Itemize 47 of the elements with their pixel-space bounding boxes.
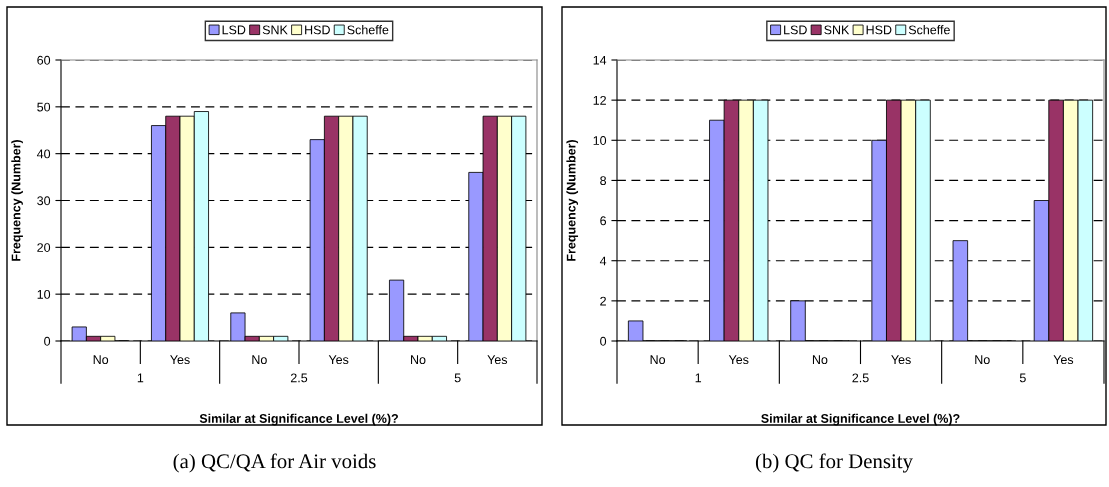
y-tick-label: 50 xyxy=(37,102,51,112)
legend-label: LSD xyxy=(784,25,807,35)
y-tick-label: 12 xyxy=(593,95,606,105)
x-tick-label: No xyxy=(975,355,990,365)
x-tick-label: No xyxy=(252,355,267,365)
y-tick-label: 10 xyxy=(593,136,607,145)
y-tick-label: 40 xyxy=(36,149,51,159)
x-tick-label: Yes xyxy=(728,355,749,365)
text: (a) QC/QA for Air voids xyxy=(173,453,376,473)
y-tick-label: 6 xyxy=(600,216,607,226)
y-tick-label: 14 xyxy=(593,55,607,65)
x-axis-title: Similar at Significance Level (%)? xyxy=(199,413,398,426)
x-tick-label: Yes xyxy=(1053,355,1074,365)
x-tick-label: No xyxy=(812,355,828,365)
y-axis-title: Frequency (Number) xyxy=(566,140,579,261)
legend-label: HSD xyxy=(305,25,330,35)
legend-label: LSD xyxy=(222,25,246,35)
legend-label: Scheffe xyxy=(347,25,389,35)
y-tick-label: 60 xyxy=(37,55,51,65)
x-tick-label: No xyxy=(650,355,666,365)
x-tick-label: Yes xyxy=(891,355,911,365)
text: 2.5 xyxy=(290,373,308,383)
y-tick-label: 20 xyxy=(37,243,51,252)
text: 5 xyxy=(454,373,461,383)
text: (b) QC for Density xyxy=(755,453,913,473)
legend-label: HSD xyxy=(866,25,892,35)
x-tick-label: No xyxy=(411,355,426,365)
y-tick-label: 0 xyxy=(600,336,607,346)
legend-label: Scheffe xyxy=(908,25,950,35)
y-axis-title: Frequency (Number) xyxy=(11,140,23,261)
y-tick-label: 10 xyxy=(37,289,51,299)
x-tick-label: Yes xyxy=(328,355,349,365)
text: 5 xyxy=(1019,373,1026,383)
y-tick-label: 4 xyxy=(599,256,607,266)
y-tick-label: 0 xyxy=(44,336,51,346)
legend-label: SNK xyxy=(824,25,850,35)
x-tick-label: No xyxy=(93,355,109,365)
text: 2.5 xyxy=(852,373,869,383)
y-tick-label: 2 xyxy=(600,296,606,306)
text: 1 xyxy=(137,373,144,383)
y-tick-label: 8 xyxy=(600,176,607,186)
x-axis-title: Similar at Significance Level (%)? xyxy=(761,413,960,426)
text: 1 xyxy=(695,373,702,383)
x-tick-label: Yes xyxy=(487,355,508,365)
legend-label: SNK xyxy=(262,25,288,35)
y-tick-label: 30 xyxy=(37,196,51,206)
x-tick-label: Yes xyxy=(170,355,190,365)
